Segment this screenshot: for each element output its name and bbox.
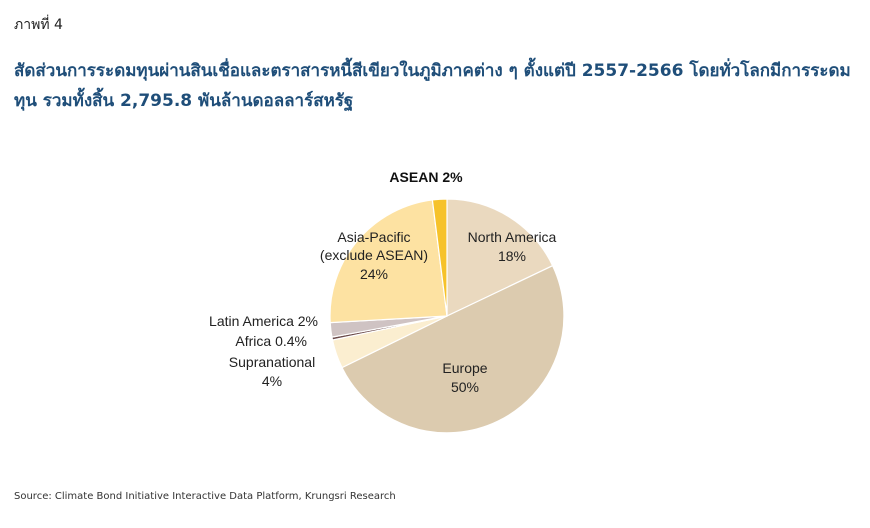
chart-title: สัดส่วนการระดมทุนผ่านสินเชื่อและตราสารหน… xyxy=(14,61,851,111)
label-asia-pacific-name: Asia-Pacific xyxy=(337,229,410,245)
label-supranational-value: 4% xyxy=(262,373,282,389)
label-africa: Africa 0.4% xyxy=(235,333,307,349)
label-europe-name: Europe xyxy=(442,360,487,376)
pie-slice-asean xyxy=(431,198,448,317)
source-note: Source: Climate Bond Initiative Interact… xyxy=(14,491,396,502)
pie-slice-europe xyxy=(341,264,565,434)
pie-slice-north-america xyxy=(446,198,554,317)
label-asia-pacific-note: (exclude ASEAN) xyxy=(320,247,428,263)
label-asia-pacific-value: 24% xyxy=(360,266,388,282)
pie-slice-asia-pacific-exclude-asean xyxy=(329,199,448,324)
label-north-america-value: 18% xyxy=(498,248,526,264)
figure-label: ภาพที่ 4 xyxy=(14,17,63,33)
label-asean: ASEAN 2% xyxy=(389,169,463,185)
label-europe-value: 50% xyxy=(451,379,479,395)
pie-slices xyxy=(329,198,565,434)
label-north-america-name: North America xyxy=(468,229,557,245)
label-supranational-name: Supranational xyxy=(229,354,315,370)
label-latin-america: Latin America 2% xyxy=(209,313,318,329)
